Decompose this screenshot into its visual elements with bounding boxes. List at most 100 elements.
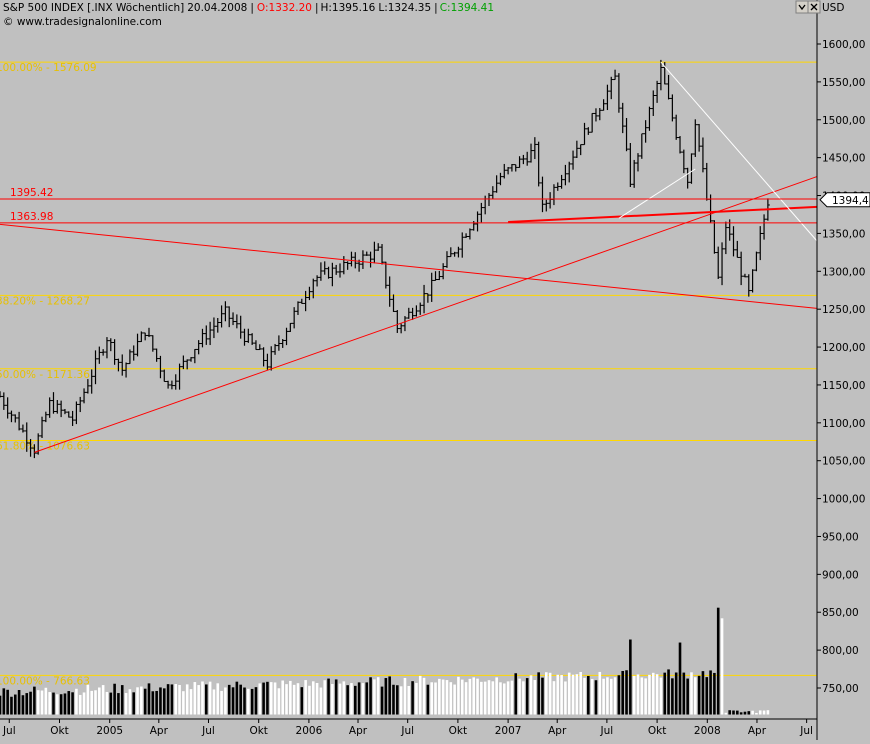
volume-bar xyxy=(701,671,705,715)
volume-bar xyxy=(713,672,716,715)
volume-bar xyxy=(755,712,758,715)
volume-bar xyxy=(525,678,529,715)
volume-bar xyxy=(269,682,273,715)
volume-bar xyxy=(613,677,617,715)
volume-bar xyxy=(239,684,242,715)
y-tick-label: 800,00 xyxy=(822,645,859,657)
volume-bar xyxy=(487,680,491,715)
y-tick-label: 1350,00 xyxy=(822,228,865,240)
volume-bar xyxy=(36,690,40,715)
volume-bar xyxy=(193,682,197,715)
volume-bar xyxy=(602,678,605,715)
volume-bar xyxy=(59,694,63,715)
volume-bar xyxy=(178,684,181,715)
y-tick-label: 1250,00 xyxy=(822,304,865,316)
close-value: C:1394.41 xyxy=(440,2,494,14)
volume-bar xyxy=(644,678,647,715)
volume-bar xyxy=(449,682,453,715)
volume-bar xyxy=(44,687,48,715)
window-control-menu[interactable] xyxy=(795,0,809,14)
volume-bar xyxy=(480,681,483,715)
volume-bar xyxy=(189,689,193,715)
volume-bar xyxy=(338,683,342,715)
volume-bar xyxy=(220,690,223,715)
volume-bar xyxy=(33,686,36,715)
volume-bar xyxy=(10,696,13,715)
volume-bar xyxy=(308,685,311,715)
volume-bar xyxy=(529,675,533,715)
source-label: © www.tradesignalonline.com xyxy=(3,16,162,28)
volume-bar xyxy=(655,674,659,715)
volume-bar xyxy=(502,683,506,715)
volume-bar xyxy=(56,694,59,715)
volume-bar xyxy=(94,690,97,715)
volume-bar xyxy=(491,681,495,715)
horizontal-level-label: 1363.98 xyxy=(10,211,53,223)
y-axis-unit: USD xyxy=(822,2,844,14)
volume-bar xyxy=(518,678,521,715)
volume-bar xyxy=(403,677,407,715)
volume-bar xyxy=(67,691,71,715)
volume-bar xyxy=(499,682,502,715)
volume-bar xyxy=(567,672,571,715)
volume-bar xyxy=(235,681,239,715)
volume-bar xyxy=(728,710,731,715)
volume-bar xyxy=(453,684,456,715)
volume-bar xyxy=(629,639,632,715)
volume-bar xyxy=(751,710,754,715)
volume-bar xyxy=(48,692,51,715)
volume-bar xyxy=(311,681,315,715)
volume-bar xyxy=(289,680,292,715)
volume-bar xyxy=(556,674,560,715)
volume-bar xyxy=(250,688,254,715)
trendline xyxy=(0,223,818,309)
volume-bar xyxy=(705,677,709,715)
volume-bar xyxy=(75,688,78,715)
volume-bar xyxy=(86,684,90,715)
volume-bar xyxy=(743,711,747,715)
volume-bar xyxy=(285,684,288,715)
window-button-frame[interactable] xyxy=(795,0,809,14)
volume-bar xyxy=(537,672,540,715)
x-tick-label: Apr xyxy=(150,725,169,737)
low-value: L:1324.35 xyxy=(378,2,431,14)
x-tick-label: Apr xyxy=(349,725,368,737)
last-price-label: 1394,41 xyxy=(832,195,870,207)
volume-bar xyxy=(739,712,743,715)
volume-bar xyxy=(659,677,663,715)
volume-bar xyxy=(140,686,143,715)
volume-bar xyxy=(407,685,411,715)
volume-bar xyxy=(204,684,208,715)
volume-bar xyxy=(724,712,728,715)
y-tick-label: 1500,00 xyxy=(822,115,865,127)
volume-bar xyxy=(315,682,319,715)
volume-bar xyxy=(90,690,93,715)
volume-bar xyxy=(720,618,724,715)
volume-bar xyxy=(483,681,487,715)
volume-bar xyxy=(590,679,594,715)
volume-bar xyxy=(63,693,67,715)
volume-bar xyxy=(227,684,231,715)
volume-bar xyxy=(415,682,418,715)
volume-bar xyxy=(71,692,74,715)
fib-level-label: 61.80% - 1076.63 xyxy=(0,441,90,453)
fib-level-label: 100.00% - 1576.09 xyxy=(0,62,97,74)
volume-bar xyxy=(266,681,269,715)
volume-bar xyxy=(258,683,262,715)
x-tick-label: Jul xyxy=(600,725,614,737)
y-tick-label: 1550,00 xyxy=(822,77,865,89)
x-tick-label: Apr xyxy=(748,725,767,737)
volume-bar xyxy=(170,684,174,715)
window-control-close[interactable] xyxy=(807,0,821,14)
volume-bar xyxy=(197,685,200,715)
volume-bar xyxy=(533,680,537,715)
x-tick-label: Jul xyxy=(400,725,414,737)
volume-bar xyxy=(231,687,235,715)
volume-bar xyxy=(762,710,766,715)
x-tick-label: Okt xyxy=(648,725,666,737)
x-tick-label: Okt xyxy=(50,725,68,737)
y-tick-label: 950,00 xyxy=(822,531,859,543)
volume-bar xyxy=(468,678,472,715)
